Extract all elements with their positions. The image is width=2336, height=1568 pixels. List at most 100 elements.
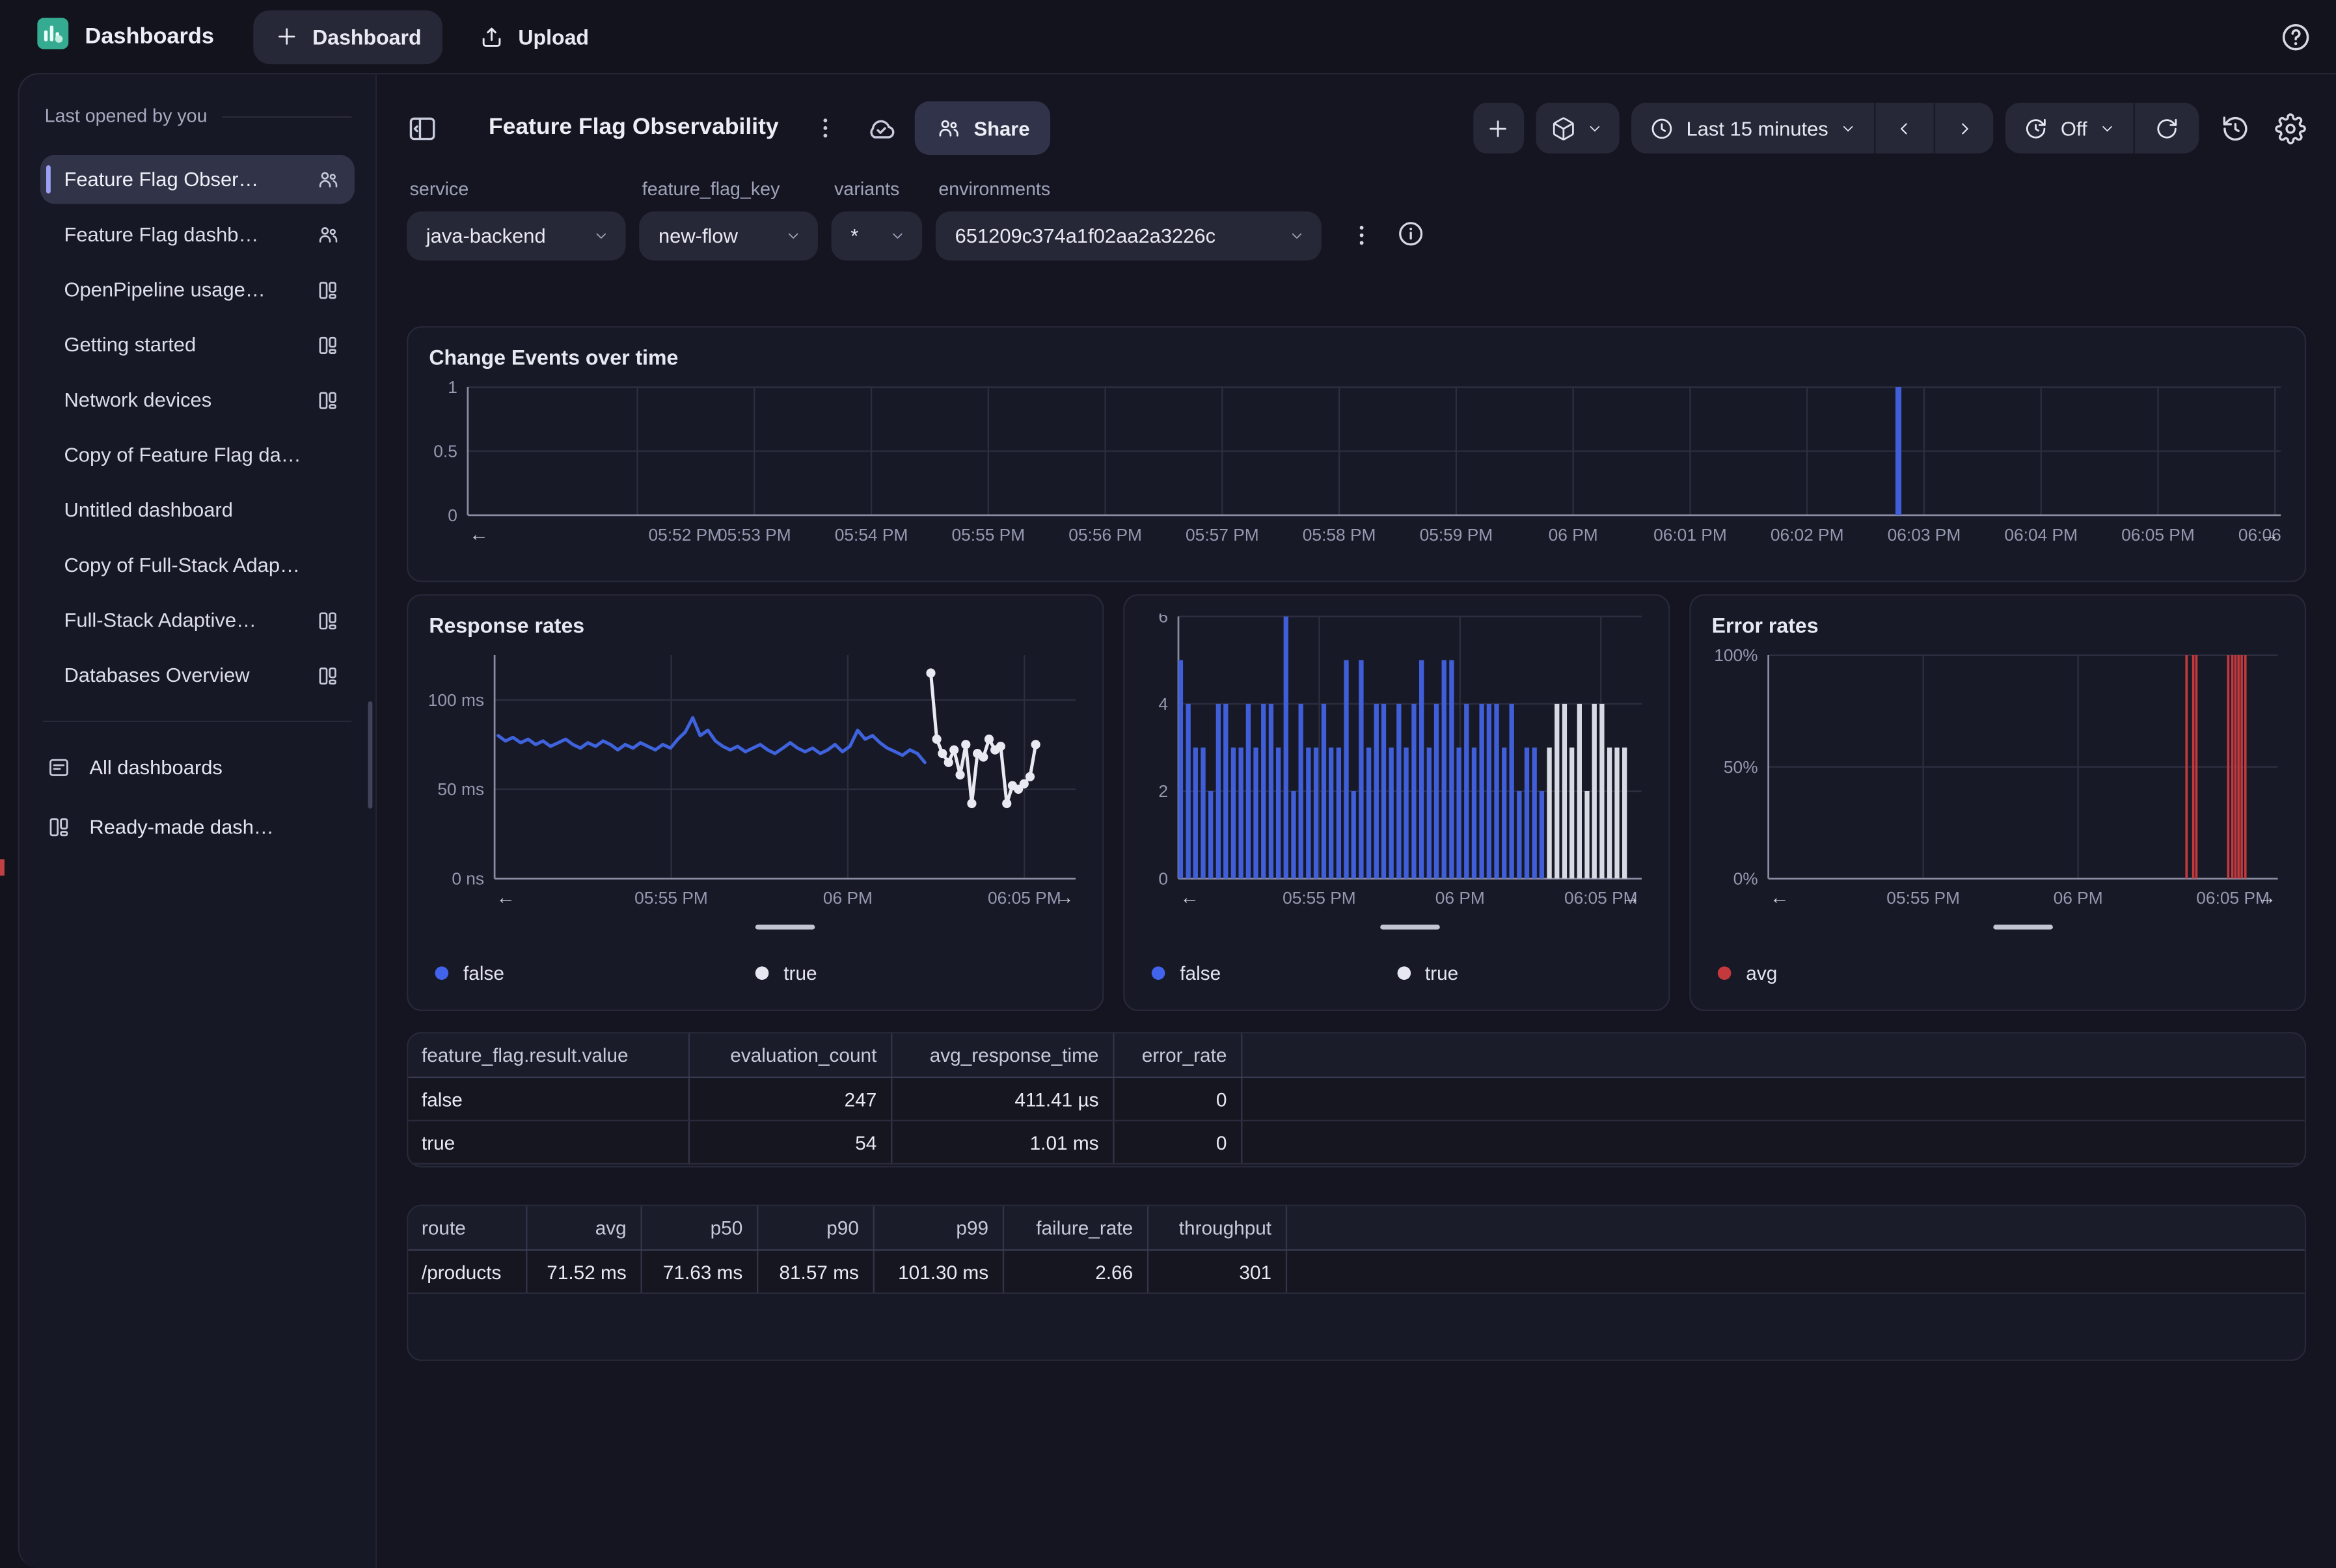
grid-icon bbox=[316, 388, 340, 412]
column-header[interactable]: route bbox=[408, 1206, 526, 1250]
filter-info-button[interactable] bbox=[1396, 219, 1426, 249]
column-header[interactable]: error_rate bbox=[1113, 1033, 1241, 1077]
sidebar-footer-item[interactable]: Ready-made dash… bbox=[40, 796, 355, 856]
chevron-down-icon bbox=[890, 228, 906, 244]
evaluations-chart[interactable]: 642005:55 PM06 PM06:05 PM←→ bbox=[1143, 614, 1651, 950]
history-icon bbox=[2220, 113, 2251, 144]
panel-change-events: Change Events over time 10.5005:52 PM05:… bbox=[407, 326, 2306, 582]
filter-group: environments651209c374a1f02aa2a3226c bbox=[936, 179, 1322, 261]
sidebar-item[interactable]: Full-Stack Adaptive… bbox=[40, 595, 355, 645]
time-back-button[interactable] bbox=[1875, 103, 1935, 154]
dashboard-menu-button[interactable] bbox=[811, 115, 838, 141]
chart-legend: avg bbox=[1709, 950, 2287, 995]
sidebar-item-label: OpenPipeline usage… bbox=[64, 278, 265, 301]
sidebar-item[interactable]: Network devices bbox=[40, 375, 355, 425]
legend-item[interactable]: true bbox=[755, 961, 1076, 983]
sync-status-button[interactable] bbox=[865, 113, 896, 144]
svg-text:05:54 PM: 05:54 PM bbox=[835, 525, 908, 545]
column-header[interactable]: avg_response_time bbox=[891, 1033, 1113, 1077]
filter-label: feature_flag_key bbox=[642, 179, 818, 203]
svg-text:06:02 PM: 06:02 PM bbox=[1771, 525, 1844, 545]
sidebar-item[interactable]: Copy of Full-Stack Adap… bbox=[40, 541, 355, 590]
collapse-sidebar-button[interactable] bbox=[407, 113, 438, 144]
screen-edge-artifact bbox=[0, 859, 4, 876]
column-header[interactable]: p99 bbox=[873, 1206, 1003, 1250]
upload-button[interactable]: Upload bbox=[457, 10, 610, 63]
table-cell: 1.01 ms bbox=[891, 1120, 1113, 1163]
chevron-down-icon bbox=[1840, 120, 1856, 136]
legend-item[interactable]: true bbox=[1396, 961, 1642, 983]
new-dashboard-button[interactable]: Dashboard bbox=[253, 10, 442, 63]
legend-item[interactable]: false bbox=[435, 961, 755, 983]
auto-refresh-icon bbox=[2024, 115, 2049, 141]
svg-text:06 PM: 06 PM bbox=[823, 888, 873, 908]
history-button[interactable] bbox=[2220, 113, 2251, 144]
table-row[interactable]: true541.01 ms0 bbox=[408, 1120, 2305, 1163]
panel-response-rates: Response rates 100 ms50 ms0 ns05:55 PM06… bbox=[407, 594, 1104, 1011]
users-icon bbox=[316, 223, 340, 247]
svg-text:05:55 PM: 05:55 PM bbox=[1283, 888, 1356, 908]
dashboard-header: Feature Flag Observability Share bbox=[407, 98, 2306, 158]
column-header[interactable]: avg bbox=[526, 1206, 640, 1250]
filter-dropdown[interactable]: new-flow bbox=[639, 211, 818, 261]
column-header[interactable]: feature_flag.result.value bbox=[408, 1033, 688, 1077]
info-icon bbox=[1396, 219, 1426, 249]
filter-dropdown[interactable]: java-backend bbox=[407, 211, 626, 261]
svg-text:05:55 PM: 05:55 PM bbox=[634, 888, 708, 908]
help-button[interactable] bbox=[2279, 20, 2312, 53]
chart-legend: false true bbox=[426, 950, 1085, 995]
table-cell: /products bbox=[408, 1250, 526, 1293]
variables-dropdown[interactable] bbox=[1536, 103, 1619, 154]
sidebar-item[interactable]: Untitled dashboard bbox=[40, 485, 355, 535]
filter-value: * bbox=[850, 225, 858, 247]
sidebar-item[interactable]: Copy of Feature Flag da… bbox=[40, 430, 355, 480]
svg-text:→: → bbox=[2257, 887, 2277, 908]
error-rates-chart[interactable]: 100%50%0%05:55 PM06 PM06:05 PM←→ bbox=[1709, 646, 2287, 950]
share-button[interactable]: Share bbox=[914, 101, 1051, 155]
filter-group: servicejava-backend bbox=[407, 179, 626, 261]
legend-dot bbox=[755, 966, 769, 979]
sidebar-item[interactable]: Feature Flag Obser… bbox=[40, 155, 355, 204]
kebab-icon bbox=[811, 115, 838, 141]
time-range-dropdown[interactable]: Last 15 minutes bbox=[1631, 103, 1875, 154]
sidebar-item[interactable]: Feature Flag dashb… bbox=[40, 210, 355, 260]
plus-icon bbox=[1486, 115, 1512, 141]
sidebar-item[interactable]: Databases Overview bbox=[40, 651, 355, 700]
sidebar-item[interactable]: OpenPipeline usage… bbox=[40, 265, 355, 314]
sidebar-item-label: Untitled dashboard bbox=[64, 499, 232, 521]
svg-text:6: 6 bbox=[1158, 614, 1168, 627]
plus-icon bbox=[274, 24, 299, 49]
sidebar-item[interactable]: Getting started bbox=[40, 320, 355, 370]
chevron-down-icon bbox=[1587, 120, 1603, 136]
settings-button[interactable] bbox=[2275, 113, 2306, 144]
svg-text:←: ← bbox=[1180, 887, 1199, 908]
legend-item[interactable]: false bbox=[1152, 961, 1397, 983]
filter-menu-button[interactable] bbox=[1348, 222, 1375, 249]
response-rates-chart[interactable]: 100 ms50 ms0 ns05:55 PM06 PM06:05 PM←→ bbox=[426, 646, 1085, 950]
panel-evaluations: 642005:55 PM06 PM06:05 PM←→ falsetrue bbox=[1123, 594, 1670, 1011]
filter-dropdown[interactable]: * bbox=[832, 211, 923, 261]
sidebar-footer-item[interactable]: All dashboards bbox=[40, 737, 355, 797]
legend-item[interactable]: avg bbox=[1718, 961, 1998, 983]
add-panel-button[interactable] bbox=[1473, 103, 1524, 154]
svg-text:05:58 PM: 05:58 PM bbox=[1303, 525, 1376, 545]
chevron-down-icon bbox=[785, 228, 802, 244]
auto-refresh-dropdown[interactable]: Off bbox=[2005, 103, 2133, 154]
column-header[interactable]: p50 bbox=[640, 1206, 757, 1250]
table-row[interactable]: /products71.52 ms71.63 ms81.57 ms101.30 … bbox=[408, 1250, 2305, 1293]
column-header[interactable]: throughput bbox=[1147, 1206, 1286, 1250]
time-forward-button[interactable] bbox=[1934, 103, 1994, 154]
refresh-button[interactable] bbox=[2134, 103, 2199, 154]
column-header[interactable]: failure_rate bbox=[1003, 1206, 1147, 1250]
svg-text:100 ms: 100 ms bbox=[428, 690, 484, 710]
filter-label: variants bbox=[834, 179, 922, 203]
column-header[interactable]: evaluation_count bbox=[688, 1033, 891, 1077]
time-range-group: Last 15 minutes bbox=[1631, 103, 1994, 154]
table-row[interactable]: false247411.41 µs0 bbox=[408, 1077, 2305, 1120]
sidebar-scrollbar[interactable] bbox=[368, 701, 373, 809]
filter-dropdown[interactable]: 651209c374a1f02aa2a3226c bbox=[936, 211, 1322, 261]
column-header[interactable]: p90 bbox=[757, 1206, 873, 1250]
change-events-chart[interactable]: 10.5005:52 PM05:53 PM05:54 PM05:55 PM05:… bbox=[426, 378, 2287, 565]
main-content: Feature Flag Observability Share bbox=[377, 74, 2336, 1568]
legend-label: true bbox=[783, 961, 817, 983]
